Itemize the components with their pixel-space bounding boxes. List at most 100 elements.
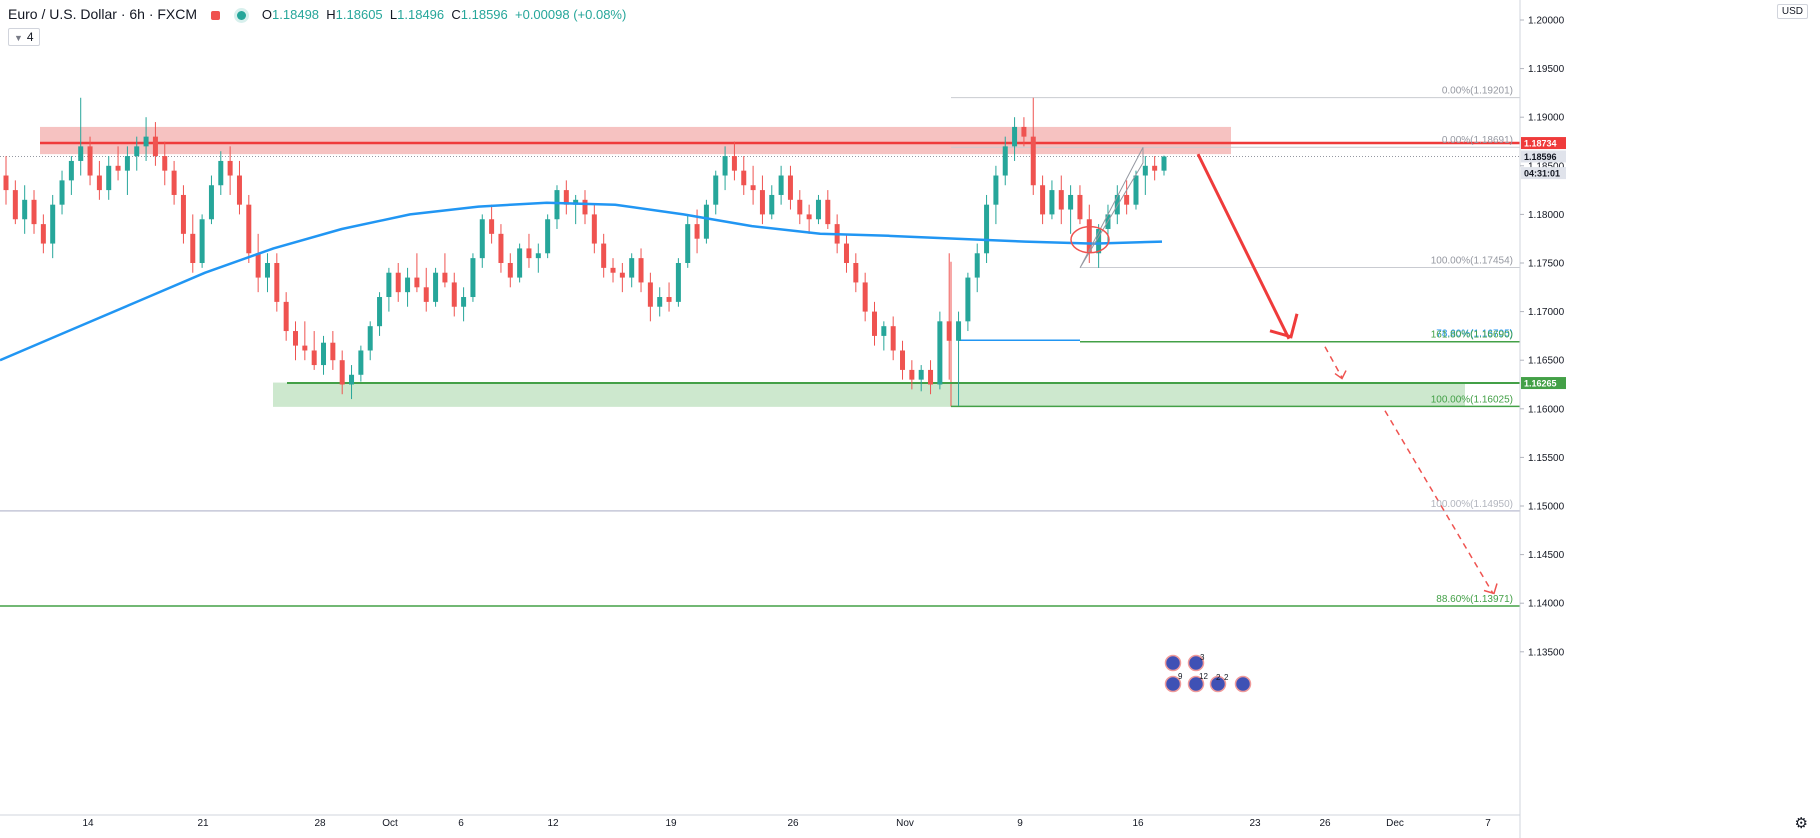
event-flag-icon[interactable] <box>1187 654 1205 672</box>
candle-body <box>554 190 560 220</box>
candle-body <box>442 272 448 283</box>
x-tick-label: 21 <box>197 818 209 829</box>
price-axis[interactable] <box>1520 0 1820 838</box>
candle-body <box>171 170 177 195</box>
live-indicator-icon <box>237 11 247 21</box>
event-flag-icon[interactable] <box>1187 675 1205 693</box>
arrow-head-icon <box>1483 583 1498 595</box>
candle-body <box>208 185 214 220</box>
price-badge[interactable] <box>1521 150 1566 163</box>
candle-body <box>96 175 102 191</box>
candle-body <box>1021 126 1027 137</box>
candle-body <box>423 287 429 302</box>
event-flag-icon[interactable] <box>1164 654 1182 672</box>
moving-average-line[interactable] <box>0 201 1163 362</box>
price-badge-label: 04:31:01 <box>1524 169 1560 179</box>
candle-body <box>3 175 9 191</box>
arrow-head-icon <box>1269 313 1299 339</box>
candle-body <box>675 263 681 302</box>
price-badge[interactable] <box>1521 167 1566 180</box>
candle-body <box>619 272 625 278</box>
candle-body <box>535 253 541 259</box>
candle-body <box>489 219 495 234</box>
candle-body <box>843 243 849 263</box>
candle-body <box>666 297 672 302</box>
candle-body <box>928 369 934 385</box>
fib-label: 0.00%(1.19201) <box>1442 86 1513 97</box>
candle-body <box>134 146 140 157</box>
candle-body <box>68 160 74 181</box>
currency-label[interactable]: USD <box>1776 4 1808 19</box>
candle-body <box>872 311 877 336</box>
candle-body <box>405 277 411 293</box>
indicator-count: 4 <box>26 30 34 44</box>
y-tick-label: 1.15500 <box>1528 453 1565 464</box>
x-tick-label: 14 <box>82 818 94 829</box>
candle-body <box>517 248 523 278</box>
candle-body <box>741 170 747 186</box>
fib-label: 100.00%(1.16025) <box>1431 394 1513 405</box>
fib-label: 161.80%(1.16690) <box>1431 330 1513 341</box>
indicators-toggle[interactable]: ▼ 4 <box>8 28 40 46</box>
candle-body <box>759 190 765 215</box>
x-tick-label: Dec <box>1386 818 1404 829</box>
candle-body <box>1040 185 1046 215</box>
candle-body <box>909 369 915 380</box>
candle-body <box>1161 156 1167 171</box>
x-tick-label: 26 <box>1319 818 1331 829</box>
candle-body <box>1124 194 1130 205</box>
candle-body <box>918 369 924 380</box>
candle-body <box>507 263 513 278</box>
candle-body <box>1096 228 1102 254</box>
price-badge[interactable] <box>1521 377 1566 390</box>
symbol-title[interactable]: Euro / U.S. Dollar · 6h · FXCM <box>8 6 198 22</box>
candle-body <box>59 180 65 205</box>
candle-body <box>106 165 112 191</box>
candle-body <box>12 190 18 220</box>
candle-body <box>321 342 327 366</box>
candle-body <box>162 156 168 171</box>
x-tick-label: 19 <box>665 818 677 829</box>
resistance-zone <box>40 126 1231 155</box>
price-badge[interactable] <box>1521 137 1566 150</box>
candle-body <box>451 282 457 307</box>
event-flag-icon[interactable] <box>1209 675 1227 693</box>
candle-body <box>1030 136 1036 186</box>
candle-body <box>330 342 336 361</box>
candle-body <box>236 175 242 205</box>
candle-body <box>984 204 990 254</box>
pattern-wedge <box>1079 147 1144 269</box>
candle-body <box>1058 190 1064 210</box>
candle-body <box>1152 165 1158 171</box>
candle-body <box>87 146 93 176</box>
candle-body <box>993 175 999 205</box>
bearish-projection-arrow <box>1196 153 1291 340</box>
y-tick-label: 1.18500 <box>1528 161 1565 172</box>
candle-body <box>1077 194 1083 220</box>
candle-body <box>937 321 943 385</box>
candle-body <box>50 204 56 244</box>
candle-body <box>629 258 635 278</box>
candle-body <box>601 243 607 268</box>
candle-body <box>498 233 504 263</box>
y-tick-label: 1.14000 <box>1528 599 1565 610</box>
event-flag-icon[interactable] <box>1234 675 1252 693</box>
candle-body <box>703 204 709 239</box>
price-badge-label: 1.18596 <box>1524 152 1557 162</box>
candle-body <box>115 165 121 171</box>
candle-body <box>1049 190 1055 215</box>
ohlc-readout: O1.18498 H1.18605 L1.18496 C1.18596 +0.0… <box>261 7 627 22</box>
candle-body <box>339 360 345 385</box>
candle-body <box>862 282 868 312</box>
candle-body <box>1114 194 1120 215</box>
candle-body <box>853 263 859 283</box>
candle-body <box>395 272 401 293</box>
candle-body <box>722 156 728 176</box>
y-tick-label: 1.19500 <box>1528 64 1565 75</box>
event-flag-icon[interactable] <box>1164 675 1182 693</box>
candle-body <box>255 253 261 278</box>
gear-icon[interactable]: ⚙ <box>1794 815 1808 832</box>
arrow-head-icon <box>1334 370 1347 380</box>
candle-body <box>190 233 196 263</box>
